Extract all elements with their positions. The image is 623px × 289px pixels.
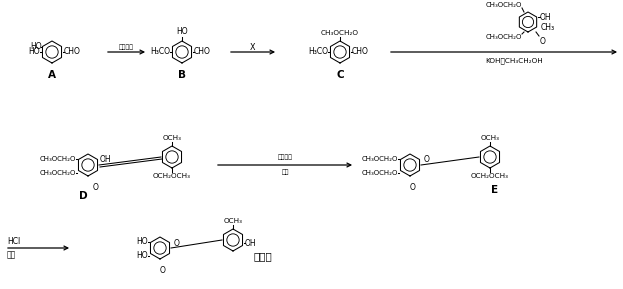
Text: 一定条件: 一定条件 <box>119 44 134 50</box>
Text: O: O <box>160 266 166 275</box>
Text: CH₃OCH₂O: CH₃OCH₂O <box>361 156 398 162</box>
Text: OH: OH <box>100 155 112 164</box>
Text: CHO: CHO <box>64 47 81 57</box>
Text: CHO: CHO <box>352 47 369 57</box>
Text: O: O <box>93 183 99 192</box>
Text: CH₃OCH₂O: CH₃OCH₂O <box>40 170 76 176</box>
Text: CH₃OCH₂O: CH₃OCH₂O <box>321 30 359 36</box>
Text: C: C <box>336 70 344 80</box>
Text: 回流: 回流 <box>7 251 16 260</box>
Text: HO: HO <box>176 27 188 36</box>
Text: X: X <box>250 42 256 51</box>
Text: E: E <box>492 185 498 195</box>
Text: OH: OH <box>540 12 551 21</box>
Text: O: O <box>410 183 416 192</box>
Text: CH₃OCH₂O: CH₃OCH₂O <box>361 170 398 176</box>
Text: CH₃OCH₂O: CH₃OCH₂O <box>485 2 522 8</box>
Text: HO: HO <box>30 42 42 51</box>
Text: B: B <box>178 70 186 80</box>
Text: A: A <box>48 70 56 80</box>
Text: H₃CO: H₃CO <box>308 47 328 57</box>
Text: 一定条件: 一定条件 <box>277 154 293 160</box>
Text: O: O <box>174 238 180 247</box>
Text: 回流: 回流 <box>281 169 288 175</box>
Text: D: D <box>78 191 87 201</box>
Text: OCH₂OCH₃: OCH₂OCH₃ <box>153 173 191 179</box>
Text: O: O <box>540 37 546 46</box>
Text: CH₃: CH₃ <box>541 23 555 32</box>
Text: H₃CO: H₃CO <box>150 47 170 57</box>
Text: CH₃OCH₂O: CH₃OCH₂O <box>40 156 76 162</box>
Text: CHO: CHO <box>194 47 211 57</box>
Text: CH₃OCH₂O: CH₃OCH₂O <box>485 34 522 40</box>
Text: OH: OH <box>245 238 257 247</box>
Text: 橙皮苷: 橙皮苷 <box>254 251 273 261</box>
Text: OCH₃: OCH₃ <box>163 135 181 141</box>
Text: O: O <box>424 155 430 164</box>
Text: KOH，CH₃CH₂OH: KOH，CH₃CH₂OH <box>485 58 543 64</box>
Text: OCH₃: OCH₃ <box>224 218 242 224</box>
Text: HCl: HCl <box>7 238 21 247</box>
Text: OCH₃: OCH₃ <box>480 135 500 141</box>
Text: HO: HO <box>29 47 40 57</box>
Text: HO: HO <box>136 238 148 247</box>
Text: OCH₂OCH₃: OCH₂OCH₃ <box>471 173 509 179</box>
Text: HO: HO <box>136 251 148 260</box>
